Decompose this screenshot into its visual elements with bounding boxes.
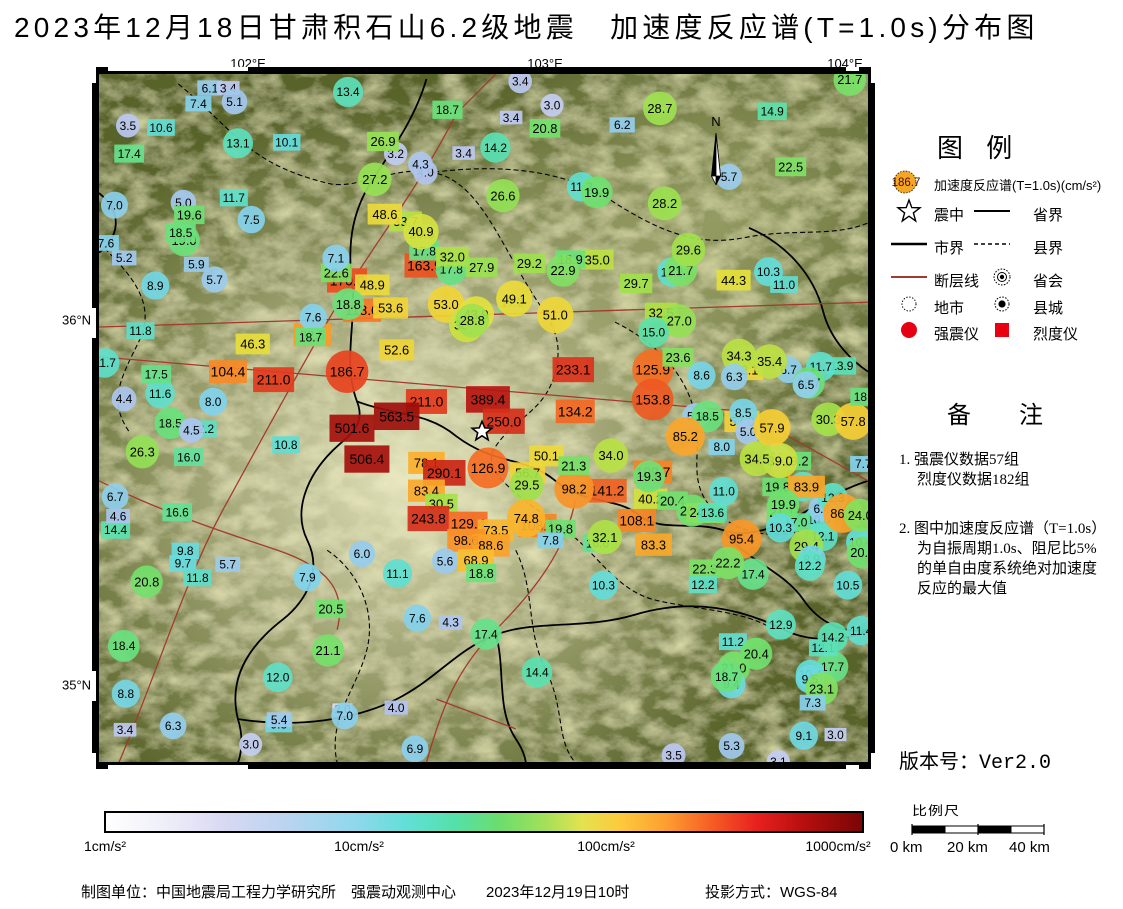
svg-text:N: N	[711, 114, 720, 129]
svg-text:186.7: 186.7	[892, 177, 921, 189]
